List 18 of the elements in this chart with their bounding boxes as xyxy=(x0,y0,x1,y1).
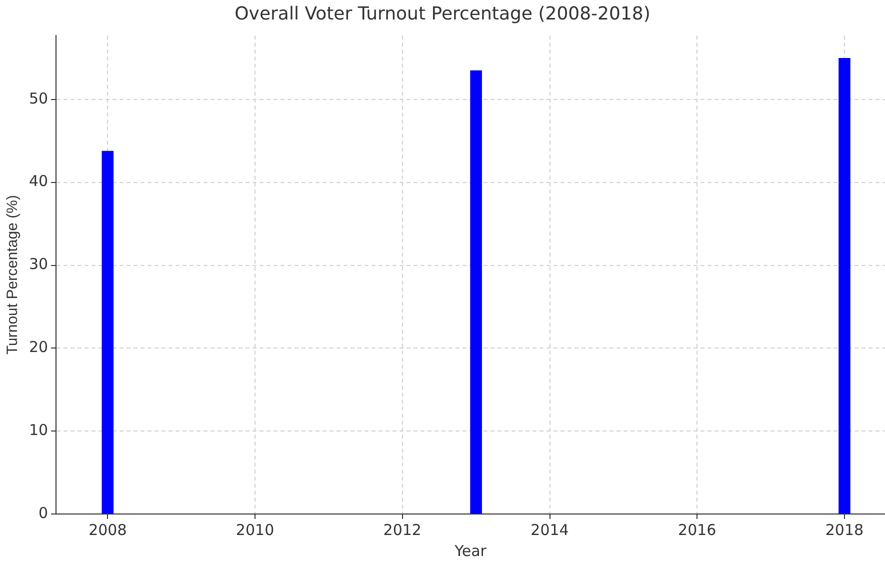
y-tick-label: 30 xyxy=(28,255,48,274)
x-axis-title: Year xyxy=(454,542,488,560)
y-tick-label: 40 xyxy=(28,172,48,190)
bar xyxy=(470,70,482,514)
x-tick-label: 2014 xyxy=(530,520,569,539)
x-tick-label: 2008 xyxy=(88,520,127,539)
y-axis-title: Turnout Percentage (%) xyxy=(4,195,22,355)
y-tick-label: 10 xyxy=(28,420,48,439)
x-tick-label: 2010 xyxy=(236,520,274,539)
bar xyxy=(838,58,850,514)
x-tick-label: 2012 xyxy=(383,520,422,539)
chart-title: Overall Voter Turnout Percentage (2008-2018) xyxy=(234,3,650,24)
y-tick-label: 50 xyxy=(28,89,48,108)
y-tick-label: 20 xyxy=(28,338,48,356)
y-tick-label: 0 xyxy=(38,504,48,522)
x-tick-label: 2016 xyxy=(678,520,716,539)
x-tick-label: 2018 xyxy=(825,520,864,539)
bar xyxy=(102,150,114,514)
